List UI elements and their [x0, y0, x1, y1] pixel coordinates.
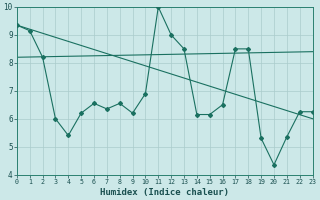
X-axis label: Humidex (Indice chaleur): Humidex (Indice chaleur) [100, 188, 229, 197]
